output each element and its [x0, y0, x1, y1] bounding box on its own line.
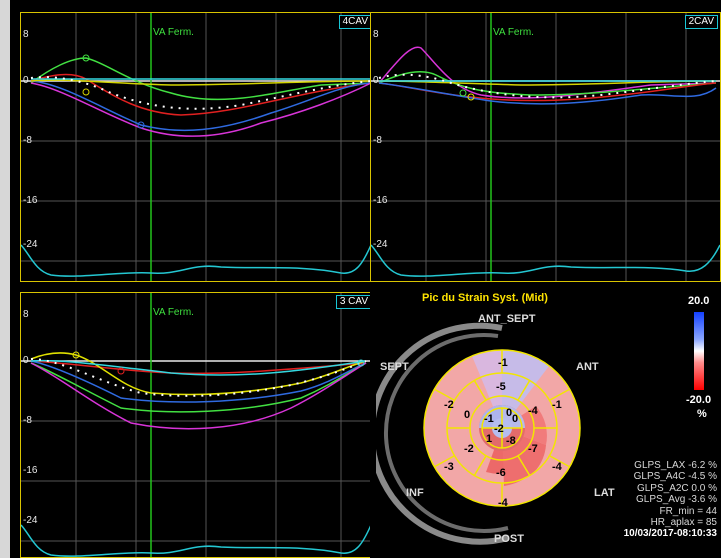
y-label-8: 8	[373, 29, 379, 40]
strain-curves-4cav	[21, 13, 374, 281]
segment-label-post: POST	[494, 533, 524, 545]
strain-color-scale	[694, 312, 704, 390]
segment-label-inf: INF	[406, 487, 424, 499]
va-closure-label: VA Ferm.	[493, 27, 534, 38]
bullseye-value-mid-upper-left: 0	[464, 409, 470, 421]
panel-2cav[interactable]: 8 0 -8 -16 -24 VA Ferm. 2CAV	[370, 12, 721, 282]
bullseye-value-mid-bottom: -6	[496, 467, 506, 479]
scale-unit: %	[697, 408, 707, 420]
y-label-neg24: -24	[23, 239, 38, 250]
bullseye-value-inner-bottom-left: 1	[486, 433, 492, 445]
bullseye-value-apex: -2	[494, 423, 504, 435]
view-tag-2cav[interactable]: 2CAV	[684, 15, 718, 29]
bullseye-value-mid-top: -5	[496, 381, 506, 393]
bullseye-value-mid-lower-right: -7	[528, 443, 538, 455]
y-label-neg16: -16	[23, 195, 38, 206]
glps-stats: GLPS_LAX -6.2 % GLPS_A4C -4.5 % GLPS_A2C…	[624, 460, 717, 540]
bullseye-value-mid-lower-left: -2	[464, 443, 474, 455]
bullseye-value-outer-upper-left: -2	[444, 399, 454, 411]
y-label-neg8: -8	[23, 415, 32, 426]
glps-a2c: GLPS_A2C 0.0 %	[636, 482, 717, 494]
y-label-neg24: -24	[23, 515, 38, 526]
segment-label-sept: SEPT	[380, 361, 409, 373]
panel-3cav[interactable]: 8 0 -8 -16 -24 VA Ferm. 3 CAV	[20, 292, 375, 558]
fr-min: FR_min = 44	[659, 505, 717, 517]
bullseye-value-inner-right: 0	[512, 413, 518, 425]
strain-curves-3cav	[21, 293, 374, 557]
y-label-neg16: -16	[23, 465, 38, 476]
glps-lax: GLPS_LAX -6.2 %	[634, 460, 717, 471]
bullseye-value-outer-lower-right: -4	[552, 461, 563, 473]
segment-label-lat: LAT	[594, 487, 615, 499]
hr-aplax: HR_aplax = 85	[650, 517, 717, 529]
bullseye-value-mid-upper-right: -4	[528, 405, 539, 417]
y-label-0: 0	[373, 75, 379, 86]
y-label-0: 0	[23, 355, 29, 366]
y-label-8: 8	[23, 309, 29, 320]
y-label-neg8: -8	[23, 135, 32, 146]
segment-label-ant: ANT	[576, 361, 599, 373]
bullseye-panel: Pic du Strain Syst. (Mid) 20.0 -20.0 %	[370, 292, 721, 558]
bullseye-title: Pic du Strain Syst. (Mid)	[422, 292, 548, 304]
bullseye-value-outer-upper-right: -1	[552, 399, 562, 411]
y-label-neg24: -24	[373, 239, 388, 250]
segment-label-ant-sept: ANT_SEPT	[478, 313, 536, 325]
y-label-8: 8	[23, 29, 29, 40]
scale-bottom-value: -20.0	[686, 394, 712, 406]
va-closure-label: VA Ferm.	[153, 307, 194, 318]
panel-4cav[interactable]: 8 0 -8 -16 -24 VA Ferm. 4CAV	[20, 12, 375, 282]
scale-top-value: 20.0	[688, 295, 710, 307]
echo-strain-display: 8 0 -8 -16 -24 VA Ferm. 4CAV	[10, 0, 721, 558]
bullseye-value-outer-bottom: -4	[498, 497, 509, 509]
y-label-neg8: -8	[373, 135, 382, 146]
bullseye-value-inner-left: -1	[484, 413, 494, 425]
y-label-0: 0	[23, 75, 29, 86]
bullseye-value-inner-bottom-right: -8	[506, 435, 516, 447]
bullseye-value-outer-lower-left: -3	[444, 461, 454, 473]
view-tag-4cav[interactable]: 4CAV	[338, 15, 372, 29]
va-closure-label: VA Ferm.	[153, 27, 194, 38]
exam-datetime: 10/03/2017-08:10:33	[623, 528, 717, 540]
bullseye-plot: -1 -2 -1 -3 -4 -4 -5 0 -4 -2 -7 -6 -1 0 …	[376, 322, 581, 545]
view-tag-3cav[interactable]: 3 CAV	[335, 295, 372, 309]
y-label-neg16: -16	[373, 195, 388, 206]
bullseye-value-outer-top: -1	[498, 357, 508, 369]
glps-avg: GLPS_Avg -3.6 %	[636, 494, 717, 506]
bullseye-value-inner-top: 0	[506, 407, 512, 419]
glps-a4c: GLPS_A4C -4.5 %	[633, 471, 717, 483]
strain-curves-2cav	[371, 13, 720, 281]
